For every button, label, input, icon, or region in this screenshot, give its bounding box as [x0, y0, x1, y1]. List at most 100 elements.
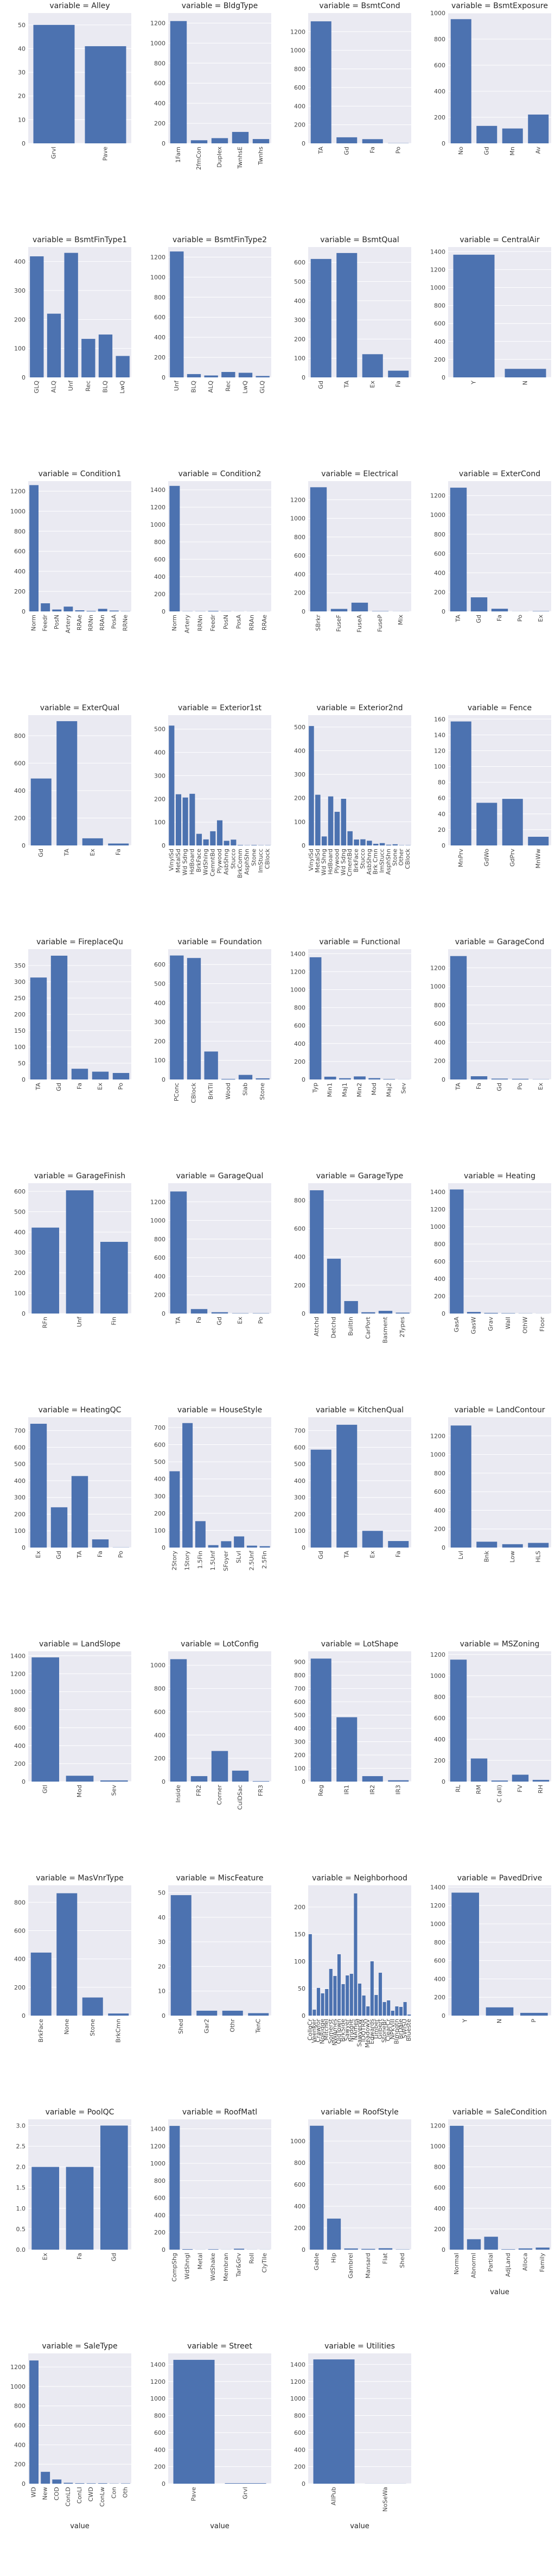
chart-svg: variable = BldgType 0 200 400 600 800 1000 1200… — [150, 2, 271, 170]
bar-fa — [362, 139, 383, 143]
x-tick-label: Shed — [399, 2253, 406, 2268]
y-tick-label: 200 — [14, 1011, 25, 1018]
bar-wdshing — [203, 839, 209, 845]
x-tick-label: OldTown — [335, 2019, 342, 2044]
x-axis-label: value — [70, 2522, 90, 2530]
chart-title: variable = LotConfig — [181, 1640, 259, 1649]
facet-panel-alley: variable = Alley 0 10 20 30 40 50 Grvl Pave — [0, 0, 136, 223]
y-tick-label: 200 — [294, 2225, 305, 2232]
y-tick-label: 500 — [14, 1461, 25, 1468]
y-tick-label: 600 — [434, 550, 445, 557]
y-tick-label: 200 — [14, 1760, 25, 1767]
x-tick-label: Fa — [496, 615, 503, 621]
y-tick-label: 400 — [434, 338, 445, 345]
x-tick-label: Tar&Grv — [235, 2253, 243, 2278]
facet-panel-extercond: variable = ExterCond 0 200 400 600 800 1000 120… — [420, 468, 555, 691]
x-tick-label: FR3 — [257, 1785, 264, 1796]
x-tick-label: Attchd — [313, 1317, 320, 1336]
facet-panel-heatingqc: variable = HeatingQC 0 100 200 300 400 500 600 7… — [0, 1404, 136, 1627]
plot-area — [28, 247, 131, 377]
x-tick-label: AdjLand — [505, 2253, 512, 2277]
y-tick-label: 0 — [302, 2012, 305, 2019]
bar-rfn — [31, 1227, 59, 1314]
y-tick-label: 400 — [154, 334, 165, 341]
y-tick-label: 1400 — [150, 2361, 165, 2368]
x-tick-label: NWAmes — [331, 2019, 338, 2046]
y-tick-label: 1200 — [10, 1670, 25, 1677]
y-tick-label: 800 — [14, 1899, 25, 1906]
x-tick-label: CulDSac — [237, 1785, 244, 1810]
y-tick-label: 300 — [294, 771, 305, 778]
y-tick-label: 200 — [14, 2461, 25, 2468]
y-tick-label: 350 — [14, 962, 25, 969]
bar-gd — [476, 125, 497, 143]
y-tick-label: 1000 — [150, 521, 165, 528]
y-tick-label: 200 — [294, 122, 305, 129]
y-tick-label: 1200 — [430, 1432, 445, 1439]
x-tick-label: TA — [76, 1551, 83, 1559]
y-tick-label: 400 — [14, 2441, 25, 2448]
y-tick-label: 400 — [294, 1254, 305, 1261]
x-tick-label: FV — [516, 1785, 524, 1792]
bar-cmentbd — [347, 831, 353, 845]
y-tick-label: 1000 — [10, 2383, 25, 2390]
y-tick-label: 200 — [294, 1058, 305, 1065]
plot-area — [168, 2119, 271, 2250]
y-tick-label: 0 — [302, 2246, 305, 2253]
x-tick-label: Artery — [184, 615, 191, 634]
bar-rran — [98, 609, 107, 611]
y-tick-label: 500 — [294, 1461, 305, 1468]
chart-svg: variable = Foundation 0 100 200 300 400 500 600… — [154, 938, 271, 1103]
bar-fv — [512, 1775, 529, 1782]
bar-normal — [450, 2125, 464, 2250]
y-tick-label: 3.0 — [16, 2122, 26, 2129]
chart-svg: variable = Neighborhood 0 50 100 150 200 Collg… — [294, 1874, 412, 2048]
chart-title: variable = RoofMatl — [182, 2108, 257, 2117]
x-tick-label: BrkCmn — [114, 2019, 122, 2043]
y-tick-label: 800 — [294, 66, 305, 73]
bar-ta — [310, 21, 331, 143]
bar-lwq — [116, 356, 130, 377]
x-tick-label: SawyerW — [356, 2019, 363, 2047]
x-tick-label: Po — [516, 615, 524, 622]
y-tick-label: 100 — [154, 1057, 165, 1064]
bar-gd — [310, 258, 331, 377]
chart-title: variable = MSZoning — [460, 1640, 540, 1649]
chart-svg: variable = KitchenQual 0 100 200 300 400 500 60… — [294, 1406, 411, 1560]
y-tick-label: 200 — [434, 114, 445, 121]
y-tick-label: 1000 — [430, 1921, 445, 1928]
y-tick-label: 600 — [14, 548, 25, 555]
bar-brdale — [399, 2007, 403, 2016]
x-tick-label: Mod — [371, 1083, 378, 1095]
x-tick-label: 2Story — [171, 1551, 178, 1571]
y-tick-label: 800 — [434, 1694, 445, 1701]
y-tick-label: 600 — [294, 1699, 305, 1706]
bar-inside — [170, 1659, 187, 1782]
y-tick-label: 200 — [154, 1755, 165, 1762]
y-tick-label: 800 — [294, 2413, 305, 2420]
y-tick-label: 400 — [154, 100, 165, 107]
bar-mod — [66, 1776, 94, 1782]
x-tick-label: Grvl — [242, 2487, 249, 2499]
chart-title: variable = Electrical — [321, 470, 398, 478]
bar-norm — [169, 485, 180, 611]
x-tick-label: Ex — [42, 2253, 49, 2261]
bar-sawyerw — [358, 1984, 362, 2016]
bar-blq — [98, 334, 113, 377]
y-tick-label: 800 — [154, 1685, 165, 1693]
x-tick-label: Oth — [122, 2487, 129, 2498]
y-tick-label: 1200 — [430, 2122, 445, 2129]
y-tick-label: 100 — [294, 1958, 305, 1965]
bar-ta — [336, 252, 358, 377]
y-tick-label: 0 — [162, 1310, 165, 1317]
y-tick-label: 400 — [294, 298, 305, 305]
x-tick-label: Stone — [259, 1083, 266, 1100]
y-tick-label: 1200 — [150, 2143, 165, 2150]
facet-panel-electrical: variable = Electrical 0 200 400 600 800 1000 12… — [280, 468, 416, 691]
y-tick-label: 200 — [14, 588, 25, 595]
bar-vinylsd — [169, 725, 175, 845]
x-tick-label: Gd — [343, 147, 350, 155]
bar-grvl — [225, 2483, 266, 2484]
x-tick-label: MeadowV — [364, 2019, 371, 2048]
